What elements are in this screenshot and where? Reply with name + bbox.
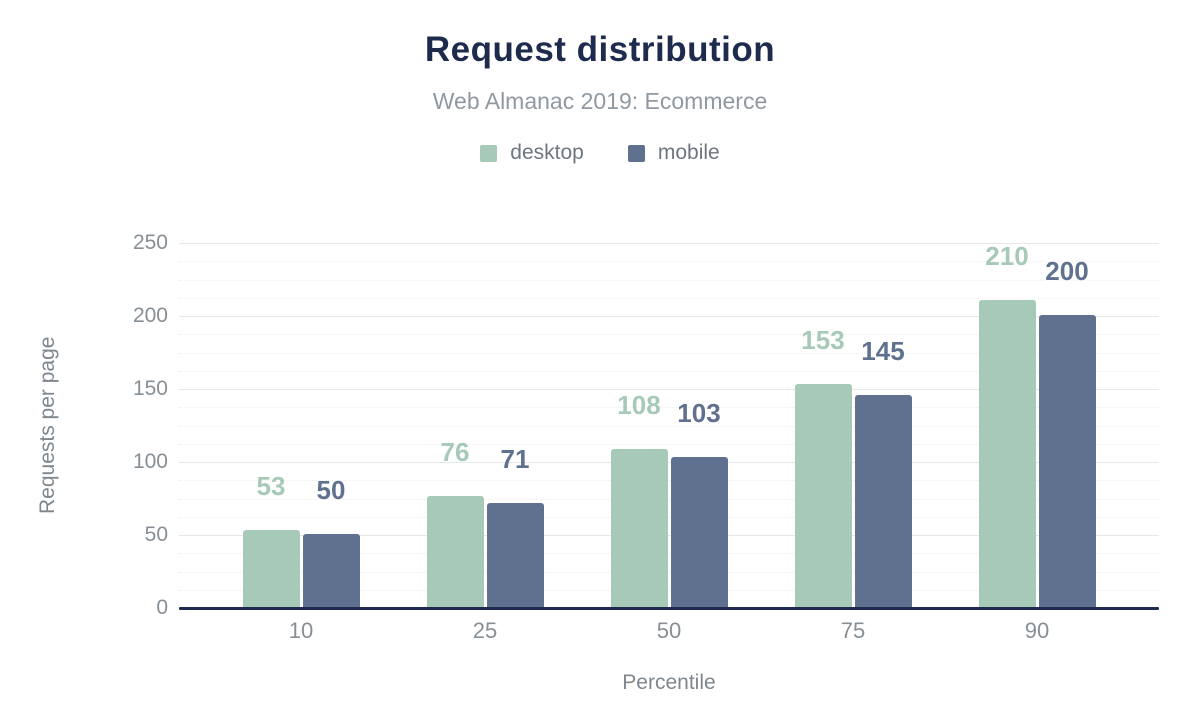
legend-item-mobile: mobile	[627, 141, 720, 165]
bar-desktop-75	[794, 383, 852, 607]
gridline-major-150	[179, 389, 1159, 390]
y-tick-200: 200	[132, 304, 168, 327]
gridline-major-200	[179, 316, 1159, 317]
value-label-desktop-10: 53	[256, 470, 286, 501]
gridline-minor-75	[179, 498, 1159, 500]
x-tick-50: 50	[656, 618, 682, 643]
x-tick-90: 90	[1024, 618, 1050, 643]
legend-swatch-desktop	[480, 144, 498, 162]
legend-label-mobile: mobile	[657, 141, 720, 164]
bar-mobile-90	[1038, 315, 1096, 607]
x-axis-line	[179, 607, 1159, 610]
bar-mobile-10	[302, 534, 360, 607]
gridline-minor-12.5	[179, 589, 1159, 591]
x-tick-75: 75	[840, 618, 866, 643]
y-tick-50: 50	[144, 523, 168, 546]
value-label-mobile-75: 145	[861, 336, 905, 367]
gridline-minor-162.5	[179, 370, 1159, 372]
gridline-minor-175	[179, 352, 1159, 354]
y-tick-0: 0	[156, 596, 168, 619]
bar-mobile-25	[486, 503, 544, 607]
chart-title: Request distribution	[424, 30, 776, 69]
gridline-minor-137.5	[179, 407, 1159, 409]
legend-swatch-mobile	[627, 144, 645, 162]
value-label-desktop-25: 76	[440, 437, 470, 468]
y-tick-100: 100	[132, 450, 168, 473]
gridline-minor-225	[179, 279, 1159, 281]
y-axis-title: Requests per page	[36, 336, 59, 515]
gridline-minor-62.5	[179, 516, 1159, 518]
value-label-mobile-10: 50	[316, 475, 346, 505]
bar-desktop-50	[610, 449, 668, 607]
gridline-minor-125	[179, 425, 1159, 427]
x-axis-title: Percentile	[622, 671, 716, 694]
value-label-desktop-90: 210	[985, 241, 1029, 272]
x-tick-25: 25	[472, 618, 498, 643]
y-tick-250: 250	[132, 231, 168, 254]
value-label-desktop-50: 108	[617, 390, 661, 421]
y-tick-150: 150	[132, 377, 168, 400]
value-label-desktop-75: 153	[801, 324, 845, 355]
legend-label-desktop: desktop	[510, 141, 584, 164]
gridline-major-250	[179, 243, 1159, 244]
gridline-minor-187.5	[179, 334, 1159, 336]
value-label-mobile-50: 103	[677, 397, 721, 428]
legend-item-desktop: desktop	[480, 141, 584, 165]
chart-subtitle: Web Almanac 2019: Ecommerce	[432, 88, 768, 114]
gridline-minor-237.5	[179, 261, 1159, 263]
gridline-major-50	[179, 535, 1159, 536]
bar-mobile-75	[854, 395, 912, 607]
gridline-minor-87.5	[179, 480, 1159, 482]
legend: desktop mobile	[0, 141, 1200, 165]
value-label-mobile-90: 200	[1045, 256, 1089, 286]
gridline-minor-37.5	[179, 553, 1159, 555]
gridline-major-100	[179, 462, 1159, 463]
bar-desktop-90	[978, 300, 1036, 607]
gridline-minor-112.5	[179, 443, 1159, 445]
x-tick-10: 10	[288, 618, 314, 643]
gridline-minor-212.5	[179, 297, 1159, 299]
bar-desktop-10	[242, 529, 300, 607]
bar-mobile-50	[670, 456, 728, 607]
gridline-minor-25	[179, 571, 1159, 573]
value-label-mobile-25: 71	[500, 444, 530, 475]
bar-desktop-25	[426, 496, 484, 607]
